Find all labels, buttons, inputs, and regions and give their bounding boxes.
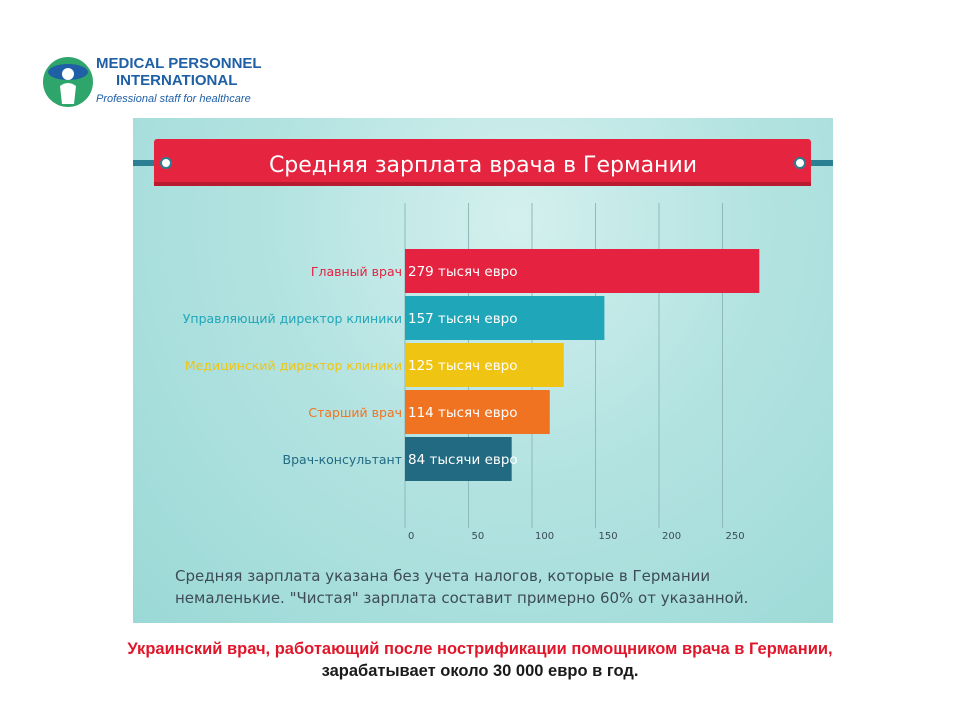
x-tick-label: 100 <box>535 531 554 542</box>
bar-value-label: 84 тысячи евро <box>408 452 518 468</box>
bar-value-label: 279 тысяч евро <box>408 264 517 280</box>
x-tick-label: 150 <box>599 531 618 542</box>
category-label: Медицинский директор клиники <box>185 358 402 373</box>
bar <box>405 249 760 293</box>
caption: Украинский врач, работающий после ностри… <box>40 638 920 682</box>
x-axis-ticks: 0 50 100 150 200 250 <box>408 531 745 542</box>
x-tick-label: 200 <box>662 531 681 542</box>
bar <box>405 437 512 481</box>
caption-line1: Украинский врач, работающий после ностри… <box>127 640 833 658</box>
bar <box>405 296 605 340</box>
title-banner: Средняя зарплата врача в Германии <box>133 139 833 186</box>
x-tick-label: 250 <box>726 531 745 542</box>
category-label: Старший врач <box>308 405 402 420</box>
bar <box>405 343 564 387</box>
category-label: Врач-консультант <box>283 452 402 467</box>
bars: 279 тысяч евро Главный врач 157 тысяч евро… <box>183 249 760 481</box>
logo-name-line2: INTERNATIONAL <box>116 72 238 89</box>
bar-value-label: 125 тысяч евро <box>408 358 517 374</box>
x-tick-label: 50 <box>472 531 485 542</box>
chart-title: Средняя зарплата врача в Германии <box>269 153 697 178</box>
left-ring <box>160 157 172 169</box>
caption-line2: зарабатывает около 30 000 евро в год. <box>321 662 639 680</box>
company-logo: MEDICAL PERSONNEL INTERNATIONAL Professi… <box>42 52 282 112</box>
title-banner-bg <box>154 139 811 186</box>
logo-mark-icon <box>43 57 93 107</box>
category-label: Главный врач <box>311 264 402 279</box>
logo-name-line1: MEDICAL PERSONNEL <box>96 55 262 72</box>
bar-value-label: 114 тысяч евро <box>408 405 517 421</box>
infographic-panel: Средняя зарплата врача в Германии 279 ты… <box>133 118 833 623</box>
category-label: Управляющий директор клиники <box>183 311 402 326</box>
chart-note: Средняя зарплата указана без учета налог… <box>175 567 749 607</box>
bar <box>405 390 550 434</box>
salary-bar-chart: Средняя зарплата врача в Германии 279 ты… <box>133 139 833 542</box>
right-ring <box>794 157 806 169</box>
x-tick-label: 0 <box>408 531 414 542</box>
bar-value-label: 157 тысяч евро <box>408 311 517 327</box>
logo-tagline: Professional staff for healthcare <box>96 93 251 105</box>
